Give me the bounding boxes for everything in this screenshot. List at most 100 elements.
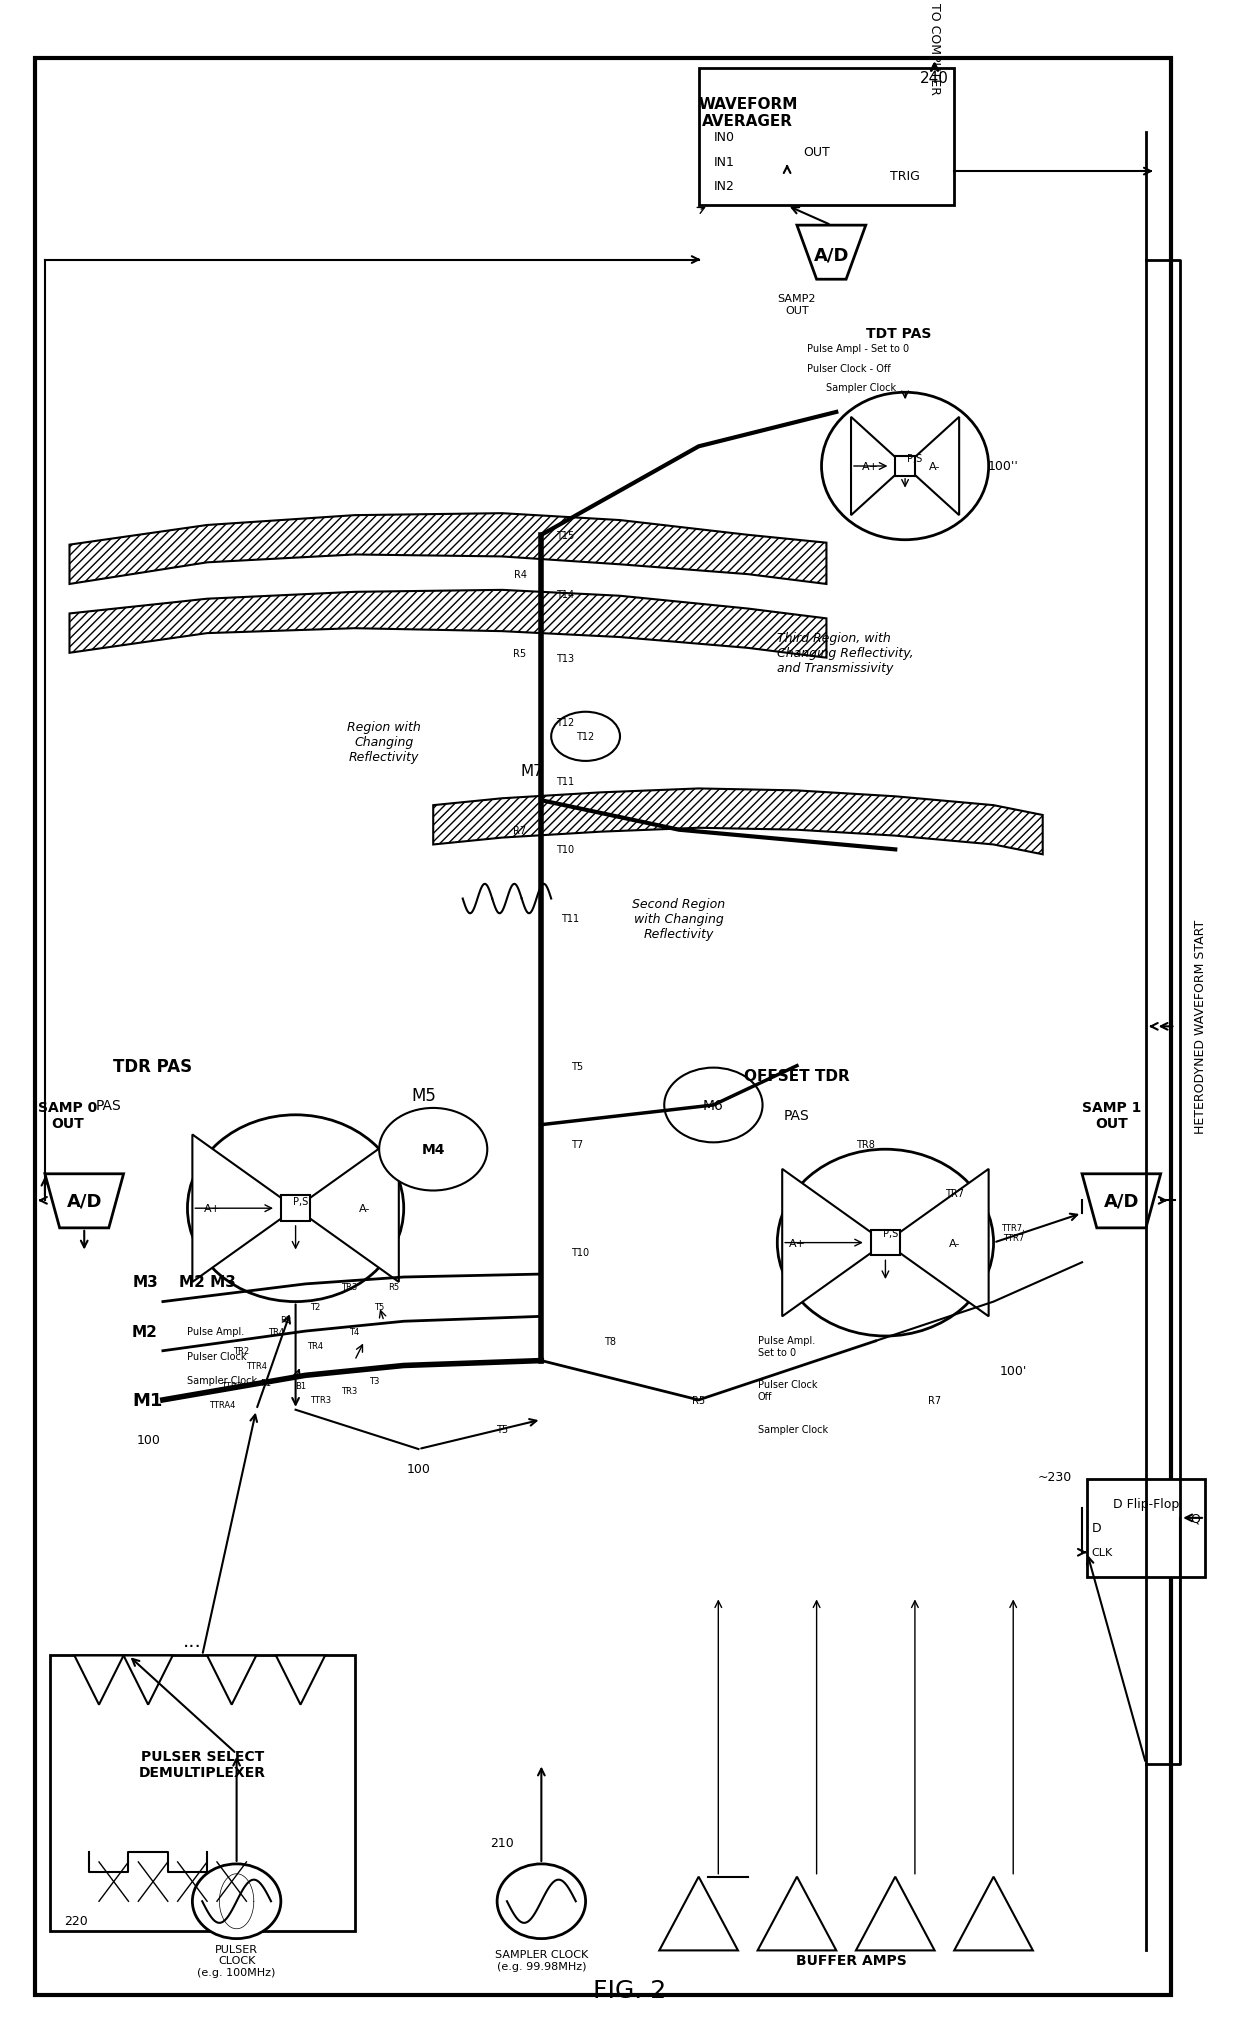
- Polygon shape: [905, 419, 960, 516]
- Bar: [1087, 1479, 1205, 1577]
- Text: R5: R5: [388, 1282, 399, 1292]
- Text: 100: 100: [136, 1433, 160, 1447]
- Ellipse shape: [192, 1863, 280, 1939]
- Text: OUT: OUT: [804, 146, 830, 158]
- Text: Pulse Ampl.
Set to 0: Pulse Ampl. Set to 0: [758, 1335, 815, 1357]
- Text: TR7: TR7: [945, 1189, 963, 1199]
- Text: HETERODYNED WAVEFORM START: HETERODYNED WAVEFORM START: [1194, 920, 1207, 1134]
- Text: TTR2: TTR2: [221, 1382, 242, 1390]
- Text: R5: R5: [692, 1396, 706, 1406]
- Text: M6: M6: [703, 1099, 724, 1112]
- Text: 100': 100': [999, 1363, 1027, 1378]
- Text: M1: M1: [133, 1392, 162, 1410]
- Text: P,S: P,S: [293, 1197, 308, 1207]
- Text: SAMP 0
OUT: SAMP 0 OUT: [38, 1099, 97, 1130]
- Polygon shape: [758, 1878, 836, 1951]
- Polygon shape: [74, 1656, 124, 1705]
- Text: Region with
Changing
Reflectivity: Region with Changing Reflectivity: [347, 721, 420, 764]
- Text: Pulser Clock
Off: Pulser Clock Off: [758, 1380, 817, 1402]
- Text: Sampler Clock: Sampler Clock: [758, 1424, 828, 1435]
- Text: TR4: TR4: [308, 1341, 324, 1351]
- Polygon shape: [1083, 1174, 1161, 1227]
- Text: Pulse Ampl - Set to 0: Pulse Ampl - Set to 0: [807, 343, 909, 354]
- Text: T14: T14: [556, 589, 574, 599]
- Polygon shape: [885, 1168, 988, 1317]
- Text: Second Region
with Changing
Reflectivity: Second Region with Changing Reflectivity: [632, 898, 725, 941]
- Text: M7: M7: [520, 764, 543, 778]
- Ellipse shape: [665, 1069, 763, 1142]
- Text: T5: T5: [496, 1424, 508, 1435]
- Polygon shape: [69, 591, 826, 658]
- Text: TTR4: TTR4: [246, 1361, 267, 1370]
- Text: T7: T7: [570, 1140, 583, 1150]
- Text: T10: T10: [556, 845, 574, 855]
- Text: A/D: A/D: [813, 246, 849, 264]
- Ellipse shape: [822, 392, 988, 541]
- Text: TR3: TR3: [341, 1386, 358, 1394]
- Text: D Flip-Flop: D Flip-Flop: [1112, 1498, 1179, 1510]
- Polygon shape: [955, 1878, 1033, 1951]
- Text: TDT PAS: TDT PAS: [866, 327, 931, 341]
- Text: T13: T13: [556, 654, 574, 662]
- Bar: [50, 1656, 355, 1930]
- Text: T10: T10: [570, 1248, 589, 1258]
- Text: PAS: PAS: [95, 1099, 122, 1112]
- Text: A+: A+: [203, 1203, 221, 1213]
- Text: T11: T11: [560, 914, 579, 925]
- Polygon shape: [433, 788, 1043, 855]
- Text: TTR3: TTR3: [310, 1396, 331, 1404]
- Polygon shape: [207, 1656, 257, 1705]
- Text: P,S: P,S: [883, 1227, 898, 1237]
- Text: T12: T12: [556, 717, 574, 727]
- Text: M4: M4: [422, 1142, 445, 1156]
- Text: M2 M3: M2 M3: [179, 1274, 236, 1290]
- Text: A-: A-: [358, 1203, 370, 1213]
- Text: 100'': 100'': [988, 461, 1019, 473]
- Text: R7: R7: [928, 1396, 941, 1406]
- Polygon shape: [277, 1656, 325, 1705]
- Text: CLK: CLK: [1092, 1548, 1114, 1557]
- Text: Pulse Ampl.: Pulse Ampl.: [187, 1327, 244, 1337]
- Text: P,S: P,S: [908, 453, 923, 463]
- Text: BUFFER AMPS: BUFFER AMPS: [796, 1953, 906, 1967]
- Text: A/D: A/D: [67, 1191, 102, 1209]
- Text: A-: A-: [949, 1237, 960, 1248]
- Text: Q: Q: [1190, 1512, 1200, 1524]
- Text: T4: T4: [350, 1327, 360, 1335]
- Text: ~230: ~230: [1038, 1471, 1073, 1483]
- Text: TDR PAS: TDR PAS: [114, 1057, 192, 1075]
- Ellipse shape: [777, 1150, 993, 1337]
- Text: R1: R1: [260, 1378, 272, 1388]
- Text: Pulser Clock - Off: Pulser Clock - Off: [807, 364, 890, 374]
- Text: IN0: IN0: [713, 132, 734, 144]
- Text: IN1: IN1: [713, 156, 734, 169]
- Text: A/D: A/D: [1104, 1191, 1140, 1209]
- Bar: [698, 69, 955, 207]
- Polygon shape: [856, 1878, 935, 1951]
- Text: FIG. 2: FIG. 2: [593, 1977, 666, 2002]
- Text: T12: T12: [577, 732, 595, 742]
- Polygon shape: [797, 226, 866, 280]
- Text: M3: M3: [133, 1274, 157, 1290]
- Polygon shape: [295, 1136, 399, 1282]
- Text: T11: T11: [556, 776, 574, 786]
- Ellipse shape: [497, 1863, 585, 1939]
- Text: IN2: IN2: [713, 181, 734, 193]
- Text: R5: R5: [513, 648, 527, 658]
- Text: 240: 240: [920, 71, 949, 85]
- Bar: [895, 457, 915, 478]
- Text: Pulser Clock: Pulser Clock: [187, 1351, 247, 1361]
- Text: TRIG: TRIG: [890, 171, 920, 183]
- Text: Third Region, with
Changing Reflectivity,
and Transmissivity: Third Region, with Changing Reflectivity…: [777, 632, 914, 675]
- Bar: [870, 1229, 900, 1256]
- Text: SAMP 1
OUT: SAMP 1 OUT: [1081, 1099, 1141, 1130]
- Polygon shape: [69, 514, 826, 585]
- Text: 100: 100: [407, 1463, 430, 1475]
- Text: TR4: TR4: [268, 1327, 284, 1335]
- Polygon shape: [45, 1174, 124, 1227]
- Ellipse shape: [379, 1107, 487, 1191]
- Polygon shape: [851, 419, 905, 516]
- Polygon shape: [192, 1136, 295, 1282]
- Text: PULSER SELECT
DEMULTIPLEXER: PULSER SELECT DEMULTIPLEXER: [139, 1750, 265, 1778]
- Text: TTR7,
TTR7: TTR7, TTR7: [1002, 1223, 1025, 1244]
